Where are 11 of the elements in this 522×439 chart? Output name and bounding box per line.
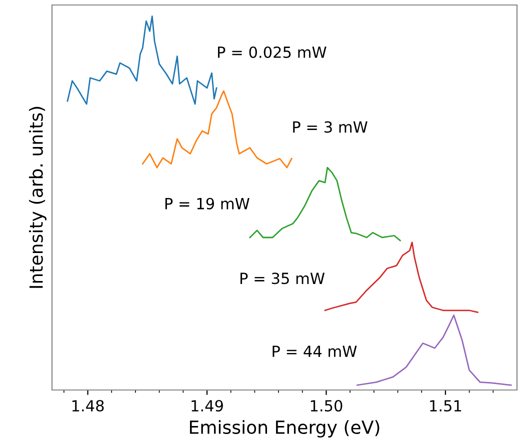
- x-tick-label: 1.51: [430, 400, 462, 412]
- series-label: P = 19 mW: [165, 198, 250, 210]
- x-tick-label: 1.49: [192, 400, 223, 412]
- y-axis-title: Intensity (arb. units): [28, 106, 46, 288]
- x-axis-title: Emission Energy (eV): [190, 420, 380, 438]
- series-label: P = 3 mW: [293, 121, 368, 133]
- series-label: P = 35 mW: [240, 272, 325, 284]
- series-label: P = 44 mW: [272, 346, 357, 357]
- series-label: P = 0.025 mW: [218, 46, 326, 58]
- x-tick-label: 1.48: [72, 400, 104, 412]
- x-tick-label: 1.50: [310, 400, 342, 412]
